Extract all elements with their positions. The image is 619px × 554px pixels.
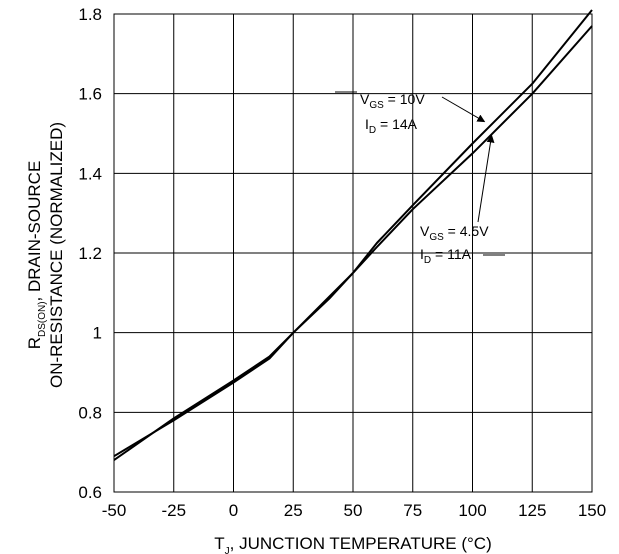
series-layer bbox=[113, 9, 593, 461]
y-tick-labels: 0.6 0.8 1 1.2 1.4 1.6 1.8 bbox=[78, 5, 102, 502]
series-line-1 bbox=[113, 25, 593, 461]
annotation-vgs-4-5v-line2: ID = 11A bbox=[420, 246, 472, 266]
x-tick-label-2: 0 bbox=[229, 501, 238, 520]
y-tick-label-4: 1.4 bbox=[78, 164, 102, 183]
x-tick-label-0: -50 bbox=[102, 501, 127, 520]
x-tick-label-7: 125 bbox=[518, 501, 546, 520]
x-tick-labels: -50 -25 0 25 50 75 100 125 150 bbox=[102, 501, 606, 520]
y-axis-label: RDS(ON), DRAIN-SOURCE ON-RESISTANCE (NOR… bbox=[25, 122, 66, 388]
grid bbox=[113, 13, 593, 493]
y-tick-label-5: 1.6 bbox=[78, 85, 102, 104]
y-axis-label-line1: RDS(ON), DRAIN-SOURCE bbox=[25, 161, 48, 350]
x-tick-label-5: 75 bbox=[403, 501, 422, 520]
x-tick-label-3: 25 bbox=[284, 501, 303, 520]
annotation-vgs-4-5v: VGS = 4.5V ID = 11A bbox=[420, 134, 505, 266]
annotation-vgs-10v: VGS = 10V ID = 14A bbox=[335, 91, 486, 136]
y-tick-label-1: 0.8 bbox=[78, 403, 102, 422]
x-axis-label: TJ, JUNCTION TEMPERATURE (°C) bbox=[214, 534, 492, 554]
y-tick-label-0: 0.6 bbox=[78, 483, 102, 502]
annotation-vgs-10v-line2: ID = 14A bbox=[365, 116, 418, 136]
annotation-vgs-10v-line1: VGS = 10V bbox=[360, 91, 425, 111]
y-axis-label-line2: ON-RESISTANCE (NORMALIZED) bbox=[47, 122, 66, 388]
y-tick-label-2: 1 bbox=[93, 324, 102, 343]
x-tick-label-8: 150 bbox=[578, 501, 606, 520]
plot-frame bbox=[113, 13, 593, 493]
annotation-vgs-4-5v-line1: VGS = 4.5V bbox=[420, 223, 489, 243]
annotation-vgs-4-5v-arrow bbox=[477, 134, 495, 223]
y-tick-label-3: 1.2 bbox=[78, 244, 102, 263]
x-tick-label-6: 100 bbox=[458, 501, 486, 520]
y-tick-label-6: 1.8 bbox=[78, 5, 102, 24]
x-tick-label-4: 50 bbox=[344, 501, 363, 520]
x-tick-label-1: -25 bbox=[161, 501, 186, 520]
annotation-vgs-10v-arrow bbox=[441, 96, 486, 123]
